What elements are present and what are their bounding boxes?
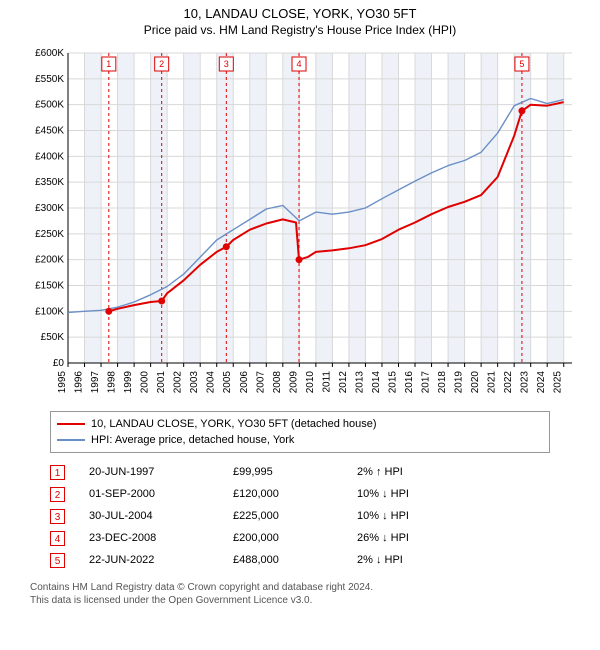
- svg-text:2019: 2019: [454, 371, 465, 394]
- legend-label: 10, LANDAU CLOSE, YORK, YO30 5FT (detach…: [91, 416, 377, 432]
- svg-text:1995: 1995: [57, 371, 68, 394]
- svg-text:£500K: £500K: [35, 100, 64, 111]
- legend-item-hpi: HPI: Average price, detached house, York: [57, 432, 543, 448]
- table-row: 2 01-SEP-2000 £120,000 10% ↓ HPI: [50, 483, 550, 505]
- transaction-date: 20-JUN-1997: [89, 461, 209, 483]
- page-container: 10, LANDAU CLOSE, YORK, YO30 5FT Price p…: [0, 0, 600, 650]
- transaction-price: £120,000: [233, 483, 333, 505]
- svg-text:2001: 2001: [156, 371, 167, 394]
- transaction-price: £200,000: [233, 527, 333, 549]
- table-row: 3 30-JUL-2004 £225,000 10% ↓ HPI: [50, 505, 550, 527]
- svg-text:£600K: £600K: [35, 48, 64, 59]
- line-chart: £0 £50K £100K £150K £200K £250K £300K £350K £400…: [20, 43, 580, 403]
- svg-text:2004: 2004: [206, 371, 217, 394]
- transaction-diff: 26% ↓ HPI: [357, 527, 477, 549]
- transaction-price: £99,995: [233, 461, 333, 483]
- legend-swatch: [57, 439, 85, 441]
- page-title: 10, LANDAU CLOSE, YORK, YO30 5FT: [0, 6, 600, 21]
- transaction-diff: 10% ↓ HPI: [357, 505, 477, 527]
- svg-text:1998: 1998: [107, 371, 118, 394]
- svg-text:£550K: £550K: [35, 74, 64, 85]
- svg-text:2023: 2023: [520, 371, 531, 394]
- transaction-date: 22-JUN-2022: [89, 549, 209, 571]
- svg-text:£200K: £200K: [35, 255, 64, 266]
- footer-line: Contains HM Land Registry data © Crown c…: [30, 581, 570, 594]
- svg-text:2008: 2008: [272, 371, 283, 394]
- svg-text:2014: 2014: [371, 371, 382, 394]
- svg-text:2021: 2021: [487, 371, 498, 394]
- svg-text:£100K: £100K: [35, 306, 64, 317]
- legend-label: HPI: Average price, detached house, York: [91, 432, 294, 448]
- svg-text:1: 1: [106, 59, 111, 69]
- svg-text:2018: 2018: [437, 371, 448, 394]
- table-row: 1 20-JUN-1997 £99,995 2% ↑ HPI: [50, 461, 550, 483]
- footer-line: This data is licensed under the Open Gov…: [30, 594, 570, 607]
- svg-text:2002: 2002: [173, 371, 184, 394]
- marker-badge: 2: [50, 487, 65, 502]
- svg-text:2016: 2016: [404, 371, 415, 394]
- legend-swatch: [57, 423, 85, 425]
- svg-text:£50K: £50K: [41, 332, 65, 343]
- svg-text:5: 5: [519, 59, 524, 69]
- chart-area: £0 £50K £100K £150K £200K £250K £300K £350K £400…: [20, 43, 580, 403]
- marker-badge: 4: [50, 531, 65, 546]
- svg-text:2000: 2000: [140, 371, 151, 394]
- transaction-date: 01-SEP-2000: [89, 483, 209, 505]
- svg-text:2012: 2012: [338, 371, 349, 394]
- legend-box: 10, LANDAU CLOSE, YORK, YO30 5FT (detach…: [50, 411, 550, 453]
- legend-item-price-paid: 10, LANDAU CLOSE, YORK, YO30 5FT (detach…: [57, 416, 543, 432]
- marker-badge: 1: [50, 465, 65, 480]
- svg-text:1999: 1999: [123, 371, 134, 394]
- svg-text:2024: 2024: [536, 371, 547, 394]
- svg-text:2006: 2006: [239, 371, 250, 394]
- svg-text:2010: 2010: [305, 371, 316, 394]
- transaction-date: 23-DEC-2008: [89, 527, 209, 549]
- svg-text:2005: 2005: [222, 371, 233, 394]
- svg-text:2025: 2025: [553, 371, 564, 394]
- table-row: 4 23-DEC-2008 £200,000 26% ↓ HPI: [50, 527, 550, 549]
- svg-text:2: 2: [159, 59, 164, 69]
- svg-text:£250K: £250K: [35, 229, 64, 240]
- transaction-date: 30-JUL-2004: [89, 505, 209, 527]
- svg-text:£150K: £150K: [35, 281, 64, 292]
- transaction-diff: 2% ↑ HPI: [357, 461, 477, 483]
- svg-text:£300K: £300K: [35, 203, 64, 214]
- transaction-price: £488,000: [233, 549, 333, 571]
- svg-text:1996: 1996: [74, 371, 85, 394]
- page-subtitle: Price paid vs. HM Land Registry's House …: [0, 23, 600, 37]
- svg-text:£0: £0: [53, 358, 65, 369]
- svg-text:4: 4: [297, 59, 302, 69]
- transaction-price: £225,000: [233, 505, 333, 527]
- svg-text:2011: 2011: [321, 371, 332, 393]
- marker-badge: 5: [50, 553, 65, 568]
- transaction-diff: 10% ↓ HPI: [357, 483, 477, 505]
- svg-text:2015: 2015: [387, 371, 398, 394]
- svg-text:1997: 1997: [90, 371, 101, 394]
- svg-text:£450K: £450K: [35, 126, 64, 137]
- svg-text:2013: 2013: [354, 371, 365, 394]
- transactions-table: 1 20-JUN-1997 £99,995 2% ↑ HPI 2 01-SEP-…: [50, 461, 550, 571]
- transaction-diff: 2% ↓ HPI: [357, 549, 477, 571]
- table-row: 5 22-JUN-2022 £488,000 2% ↓ HPI: [50, 549, 550, 571]
- svg-text:2020: 2020: [470, 371, 481, 394]
- marker-badge: 3: [50, 509, 65, 524]
- svg-text:2007: 2007: [255, 371, 266, 394]
- footer-text: Contains HM Land Registry data © Crown c…: [30, 581, 570, 607]
- svg-text:2017: 2017: [421, 371, 432, 394]
- svg-text:2022: 2022: [503, 371, 514, 394]
- svg-text:£350K: £350K: [35, 177, 64, 188]
- svg-text:2003: 2003: [189, 371, 200, 394]
- svg-text:3: 3: [224, 59, 229, 69]
- header-block: 10, LANDAU CLOSE, YORK, YO30 5FT Price p…: [0, 0, 600, 37]
- svg-text:2009: 2009: [288, 371, 299, 394]
- svg-text:£400K: £400K: [35, 151, 64, 162]
